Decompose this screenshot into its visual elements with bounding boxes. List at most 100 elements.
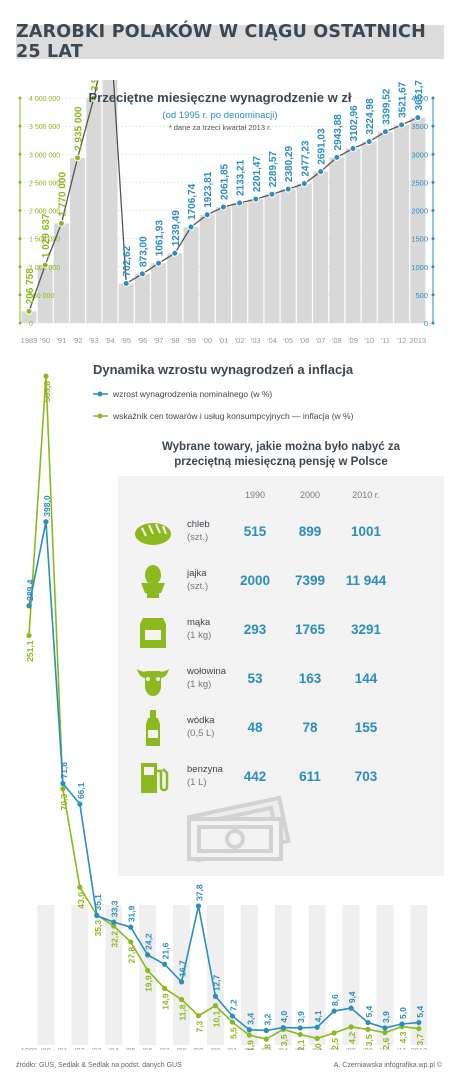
year-stripe — [410, 905, 428, 1045]
goods-value: 703 — [354, 769, 378, 784]
salary-value-label: 2380,29 — [284, 146, 295, 183]
inflation-point — [348, 1024, 354, 1030]
inflation-point — [212, 993, 219, 999]
right-tick — [431, 265, 435, 269]
goods-row-label: jajka (szt.) — [187, 567, 208, 593]
salary-x-label: '07 — [316, 336, 326, 345]
right-tick-label: 0 — [424, 319, 428, 328]
salary-x-label: '94 — [105, 336, 115, 345]
salary-value-label: 2061,85 — [219, 163, 230, 200]
right-tick-label: 4000 — [411, 94, 428, 103]
goods-value: 53 — [247, 671, 263, 686]
right-tick-label: 2500 — [411, 178, 428, 187]
goods-unit: (1 kg) — [187, 679, 212, 690]
left-tick — [18, 237, 22, 241]
salary-point — [252, 195, 260, 203]
inflation-value-label: 12,7 — [211, 974, 221, 991]
right-tick-label: 3500 — [411, 122, 428, 131]
inflation-point — [314, 1035, 320, 1041]
salary-bar — [53, 223, 69, 323]
salary-x-label: '02 — [235, 336, 245, 345]
inflation-x-label: '02 — [244, 1046, 254, 1050]
right-tick-label: 500 — [415, 291, 428, 300]
goods-unit: (szt.) — [187, 581, 209, 592]
inflation-point — [297, 1031, 303, 1038]
year-stripe — [37, 905, 55, 1045]
right-tick-label: 2000 — [411, 207, 428, 216]
left-tick — [18, 180, 22, 184]
inflation-x-label: '99 — [194, 1046, 204, 1050]
salary-point — [317, 168, 325, 176]
goods-name: chleb — [187, 519, 210, 530]
inflation-value-label: 70,3 — [59, 794, 69, 811]
goods-title-line1: Wybrane towary, jakie można było nabyć z… — [162, 441, 400, 453]
inflation-value-label: 585,8 — [42, 381, 52, 403]
inflation-value-label: 5,0 — [398, 1007, 408, 1019]
left-tick — [18, 152, 22, 156]
inflation-value-label: 4,1 — [313, 1010, 323, 1022]
salary-x-label: '97 — [154, 336, 164, 345]
goods-col-2000: 2000 — [299, 490, 321, 500]
goods-row-label: wołowina (1 kg) — [187, 665, 226, 691]
salary-point — [90, 94, 98, 102]
salary-value-label: 2943,88 — [333, 114, 344, 151]
inflation-point — [111, 919, 117, 925]
salary-x-label: '10 — [364, 336, 374, 345]
inflation-x-label: '97 — [160, 1046, 170, 1050]
goods-name: wódka — [187, 715, 215, 726]
inflation-x-label: '10 — [380, 1046, 390, 1050]
inflation-point — [43, 373, 49, 379]
salary-x-label: '93 — [89, 336, 99, 345]
inflation-point — [43, 519, 49, 525]
inflation-point — [382, 1025, 388, 1031]
salary-point — [25, 307, 33, 315]
salary-chart-note: * dane za trzeci kwartał 2013 r. — [169, 123, 272, 132]
goods-row-label: mąka (1 kg) — [187, 616, 211, 642]
inflation-x-label: 1989 — [21, 1046, 38, 1050]
goods-unit: (1 L) — [187, 777, 207, 788]
salary-bar — [280, 189, 296, 323]
salary-value-label: 873,00 — [138, 236, 149, 267]
salary-x-label: '90 — [40, 336, 50, 345]
inflation-value-label: 3,4 — [245, 1013, 255, 1025]
salary-x-label: 2013 — [409, 336, 426, 345]
left-tick-label: 500 000 — [29, 293, 54, 300]
fuel-pump-icon — [141, 763, 169, 793]
inflation-value-label: 4,0 — [279, 1011, 289, 1023]
inflation-x-label: '90 — [41, 1046, 51, 1050]
left-tick-label: 2 000 000 — [29, 209, 60, 216]
goods-row-label: chleb (szt.) — [187, 518, 210, 544]
salary-bar — [86, 98, 102, 323]
inflation-value-label: 37,8 — [195, 884, 205, 901]
inflation-point — [280, 1025, 286, 1031]
inflation-chart-title: Dynamika wzrostu wynagrodzeń a inflacja — [93, 362, 354, 377]
inflation-value-label: 35,1 — [93, 894, 103, 911]
year-stripe — [308, 905, 326, 1045]
goods-name: benzyna — [187, 764, 223, 775]
salary-value-label: 3102,96 — [349, 105, 360, 142]
salary-point — [155, 259, 163, 267]
inflation-point — [331, 1008, 337, 1014]
inflation-point — [365, 1026, 371, 1032]
left-tick — [18, 293, 22, 297]
inflation-value-label: 9,4 — [347, 991, 357, 1003]
salary-bar — [296, 183, 312, 323]
inflation-value-label: 289,4 — [25, 579, 35, 601]
inflation-value-label: 3,9 — [381, 1011, 391, 1023]
salary-x-label: '96 — [138, 336, 148, 345]
legend-marker — [97, 413, 103, 419]
inflation-value-label: 3,5 — [279, 1034, 289, 1046]
salary-x-label: '01 — [219, 336, 229, 345]
banknotes-icon — [186, 795, 291, 863]
inflation-x-label: '03 — [261, 1046, 271, 1050]
salary-point — [333, 153, 341, 161]
year-stripe — [105, 905, 123, 1045]
goods-name: jajka — [187, 568, 207, 579]
salary-bar — [232, 203, 248, 323]
goods-value: 293 — [243, 622, 267, 637]
inflation-x-label: '93 — [92, 1046, 102, 1050]
inflation-value-label: 31,9 — [127, 905, 137, 922]
goods-title: Wybrane towary, jakie można było nabyć z… — [118, 440, 444, 470]
inflation-point — [26, 603, 32, 609]
salary-x-label: '99 — [186, 336, 196, 345]
